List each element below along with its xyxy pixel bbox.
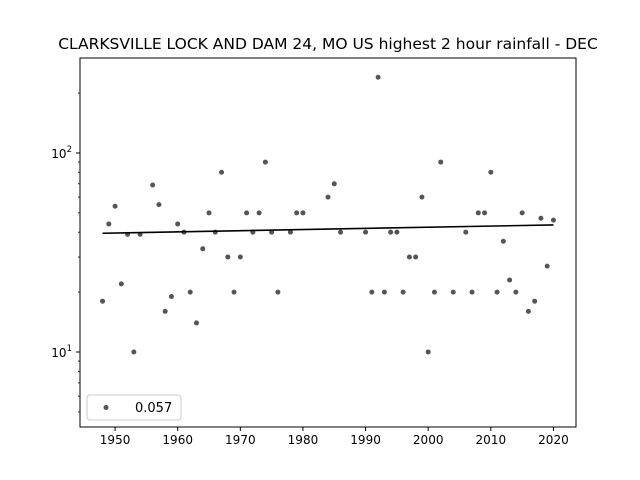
data-point — [338, 229, 344, 235]
data-point — [532, 298, 538, 304]
data-point — [131, 349, 137, 355]
data-point — [331, 181, 337, 187]
legend-label: 0.057 — [135, 401, 172, 416]
data-point — [187, 289, 193, 295]
plot-area — [100, 74, 556, 355]
data-point — [193, 320, 199, 326]
data-point — [231, 289, 237, 295]
data-point — [482, 210, 488, 216]
legend: 0.057 — [86, 394, 182, 421]
data-point — [294, 210, 300, 216]
data-point — [118, 281, 124, 287]
data-point — [538, 215, 544, 221]
data-point — [219, 169, 225, 175]
data-point — [394, 229, 400, 235]
data-point — [244, 210, 250, 216]
data-point — [519, 210, 525, 216]
x-tick-label: 2010 — [476, 433, 507, 447]
data-point — [168, 294, 174, 300]
data-point — [550, 217, 556, 223]
data-point — [200, 246, 206, 252]
data-point — [300, 210, 306, 216]
legend-box — [86, 394, 182, 421]
x-tick-label: 1990 — [350, 433, 381, 447]
data-point — [450, 289, 456, 295]
data-point — [325, 194, 331, 200]
x-tick-label: 1960 — [162, 433, 193, 447]
data-point — [513, 289, 519, 295]
data-point — [388, 229, 394, 235]
data-point — [475, 210, 481, 216]
data-point — [150, 182, 156, 188]
data-point — [287, 229, 293, 235]
data-point — [112, 203, 118, 209]
data-point — [431, 289, 437, 295]
data-point — [156, 202, 162, 208]
data-point — [488, 169, 494, 175]
data-point — [369, 289, 375, 295]
legend-marker — [103, 405, 109, 410]
data-point — [507, 277, 513, 283]
y-tick-label: 101 — [51, 344, 72, 360]
data-point — [106, 221, 112, 227]
data-point — [419, 194, 425, 200]
data-point — [363, 229, 369, 235]
plot-frame — [79, 57, 577, 428]
y-axis: 101 102 — [51, 92, 80, 413]
data-point — [256, 210, 262, 216]
y-tick-label: 102 — [51, 145, 72, 161]
data-point — [175, 221, 181, 227]
data-point — [381, 289, 387, 295]
data-point — [275, 289, 281, 295]
data-point — [425, 349, 431, 355]
data-point — [413, 254, 419, 260]
trend-line — [102, 224, 554, 235]
x-tick-label: 1950 — [100, 433, 131, 447]
data-point — [225, 254, 231, 260]
data-point — [237, 254, 243, 260]
x-tick-label: 1980 — [288, 433, 319, 447]
data-point — [375, 74, 381, 80]
data-point — [438, 159, 444, 165]
data-point — [400, 289, 406, 295]
data-point — [469, 289, 475, 295]
x-tick-label: 2020 — [538, 433, 569, 447]
data-point — [463, 229, 469, 235]
x-tick-label: 1970 — [225, 433, 256, 447]
data-point — [262, 159, 268, 165]
data-point — [525, 308, 531, 314]
data-point — [500, 238, 506, 244]
data-point — [406, 254, 412, 260]
data-point — [100, 298, 106, 304]
x-axis: 1950 1960 1970 1980 1990 2000 2010 2020 — [100, 427, 569, 447]
data-point — [162, 308, 168, 314]
data-point — [206, 210, 212, 216]
x-tick-label: 2000 — [413, 433, 444, 447]
data-point — [494, 289, 500, 295]
data-point — [544, 263, 550, 269]
chart-title: CLARKSVILLE LOCK AND DAM 24, MO US highe… — [58, 35, 598, 53]
